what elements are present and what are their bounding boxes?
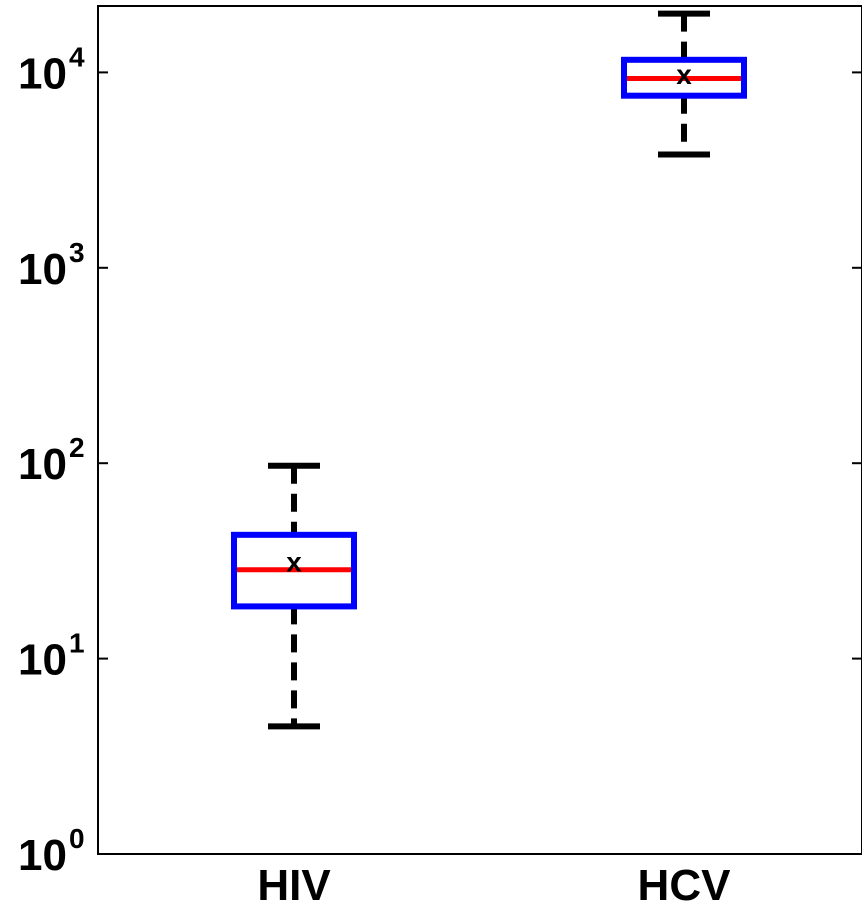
x-tick-label-hiv: HIV	[257, 861, 331, 904]
y-tick-label: 103	[18, 237, 85, 294]
y-tick-exponent: 4	[69, 41, 85, 72]
box-hiv: x	[231, 462, 357, 730]
box-series: xx	[231, 10, 747, 730]
box-hcv: x	[621, 10, 747, 158]
y-tick-exponent: 3	[69, 237, 85, 268]
y-tick-label: 100	[18, 823, 85, 880]
y-tick-base: 10	[18, 440, 67, 489]
y-tick-base: 10	[18, 245, 67, 294]
mean-marker: x	[286, 547, 302, 578]
y-tick-label: 102	[18, 432, 85, 489]
y-tick-exponent: 0	[69, 823, 85, 854]
y-tick-label: 101	[18, 628, 85, 685]
y-tick-base: 10	[18, 49, 67, 98]
interquartile-box	[231, 531, 357, 610]
x-tick-label-hcv: HCV	[638, 861, 732, 904]
y-tick-exponent: 2	[69, 432, 85, 463]
y-tick-exponent: 1	[69, 628, 85, 659]
interquartile-box	[621, 56, 747, 99]
x-axis-labels: HIV HCV	[257, 861, 731, 904]
y-tick-base: 10	[18, 636, 67, 685]
y-tick-base: 10	[18, 831, 67, 880]
y-tick-label: 104	[18, 41, 85, 98]
plot-area-frame	[97, 5, 862, 855]
mean-marker: x	[676, 59, 692, 90]
